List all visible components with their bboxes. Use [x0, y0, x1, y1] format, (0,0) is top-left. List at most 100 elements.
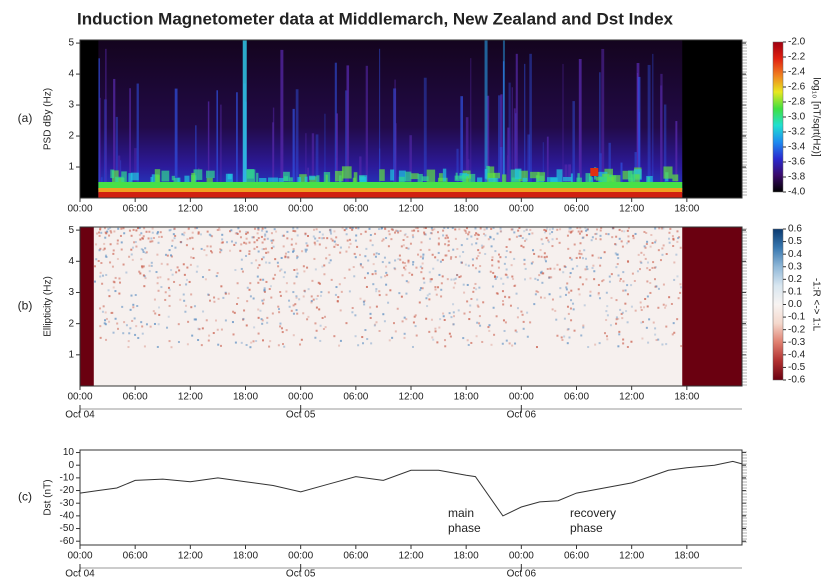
spectrogram-speck — [417, 230, 419, 232]
spectrogram-speck — [243, 309, 245, 311]
spectrogram-speck — [258, 317, 260, 319]
y-tick-label: -30 — [60, 498, 75, 509]
spectrogram-speck — [432, 254, 434, 256]
spectrogram-speck — [376, 321, 378, 323]
spectrogram-speck — [302, 312, 304, 314]
spectrogram-speck — [638, 254, 640, 256]
spectrogram-speck — [217, 272, 219, 274]
spectrogram-streak — [137, 84, 139, 198]
spectrogram-speck — [618, 274, 620, 276]
spectrogram-speck — [245, 233, 247, 235]
spectrogram-speck — [207, 294, 209, 296]
spectrogram-speck — [434, 286, 436, 288]
x-tick-label: 06:00 — [343, 551, 368, 562]
spectrogram-speck — [240, 243, 242, 245]
spectrogram-speck — [569, 276, 571, 278]
spectrogram-speck — [216, 275, 218, 277]
spectrogram-speck — [478, 271, 480, 273]
spectrogram-speck — [466, 300, 468, 302]
spectrogram-speck — [476, 257, 478, 259]
spectrogram-speck — [151, 265, 153, 267]
spectrogram-speck — [113, 281, 115, 283]
spectrogram-speck — [499, 256, 501, 258]
panel-label: (a) — [18, 111, 33, 125]
spectrogram-speck — [256, 239, 258, 241]
colorbar-tick-label: -2.0 — [788, 37, 806, 48]
x-tick-label: 12:00 — [178, 204, 203, 215]
spectrogram-speck — [433, 228, 435, 230]
spectrogram-speck — [206, 319, 208, 321]
spectrogram-speck — [263, 248, 265, 250]
spectrogram-speck — [248, 253, 250, 255]
spectrogram-speck — [188, 228, 190, 230]
spectrogram-speck — [631, 306, 633, 308]
spectrogram-speck — [173, 281, 175, 283]
spectrogram-patch — [563, 177, 572, 181]
spectrogram-speck — [428, 298, 430, 300]
spectrogram-speck — [257, 276, 259, 278]
spectrogram-speck — [544, 252, 546, 254]
spectrogram-patch — [577, 173, 579, 181]
spectrogram-speck — [284, 256, 286, 258]
x-tick-label: 18:00 — [233, 392, 258, 403]
spectrogram-speck — [586, 266, 588, 268]
spectrogram-speck — [654, 278, 656, 280]
spectrogram-speck — [679, 292, 681, 294]
spectrogram-speck — [295, 243, 297, 245]
spectrogram-speck — [293, 248, 295, 250]
spectrogram-speck — [422, 287, 424, 289]
spectrogram-speck — [541, 238, 543, 240]
spectrogram-speck — [318, 237, 320, 239]
spectrogram-speck — [651, 267, 653, 269]
spectrogram-speck — [296, 276, 298, 278]
spectrogram-speck — [330, 233, 332, 235]
spectrogram-speck — [157, 346, 159, 348]
spectrogram-speck — [668, 232, 670, 234]
spectrogram-speck — [669, 242, 671, 244]
spectrogram-speck — [606, 305, 608, 307]
spectrogram-speck — [526, 312, 528, 314]
spectrogram-speck — [529, 277, 531, 279]
spectrogram-speck — [531, 262, 533, 264]
spectrogram-speck — [128, 256, 130, 258]
spectrogram-speck — [450, 258, 452, 260]
spectrogram-speck — [140, 258, 142, 260]
spectrogram-speck — [494, 250, 496, 252]
spectrogram-speck — [330, 238, 332, 240]
spectrogram-patch — [342, 166, 352, 178]
spectrogram-speck — [625, 289, 627, 291]
colorbar-tick-label: -2.4 — [788, 67, 806, 78]
spectrogram-speck — [453, 287, 455, 289]
spectrogram-speck — [296, 309, 298, 311]
spectrogram-speck — [468, 344, 470, 346]
spectrogram-speck — [559, 287, 561, 289]
spectrogram-speck — [335, 244, 337, 246]
spectrogram-speck — [627, 260, 629, 262]
spectrogram-speck — [559, 228, 561, 230]
spectrogram-speck — [259, 310, 261, 312]
x-tick-label: 18:00 — [233, 204, 258, 215]
spectrogram-speck — [169, 305, 171, 307]
spectrogram-speck — [578, 253, 580, 255]
spectrogram-speck — [257, 309, 259, 311]
spectrogram-speck — [509, 342, 511, 344]
spectrogram-speck — [444, 243, 446, 245]
spectrogram-speck — [619, 309, 621, 311]
spectrogram-speck — [401, 245, 403, 247]
x-tick-label: 00:00 — [288, 551, 313, 562]
spectrogram-speck — [649, 282, 651, 284]
spectrogram-speck — [654, 228, 656, 230]
spectrogram-speck — [341, 291, 343, 293]
x-tick-label: 18:00 — [674, 204, 699, 215]
spectrogram-speck — [510, 251, 512, 253]
spectrogram-speck — [100, 262, 102, 264]
spectrogram-speck — [489, 236, 491, 238]
spectrogram-speck — [406, 236, 408, 238]
spectrogram-speck — [492, 272, 494, 274]
spectrogram-speck — [106, 318, 108, 320]
spectrogram-speck — [472, 264, 474, 266]
spectrogram-speck — [443, 315, 445, 317]
spectrogram-speck — [420, 249, 422, 251]
spectrogram-speck — [385, 237, 387, 239]
spectrogram-speck — [453, 311, 455, 313]
